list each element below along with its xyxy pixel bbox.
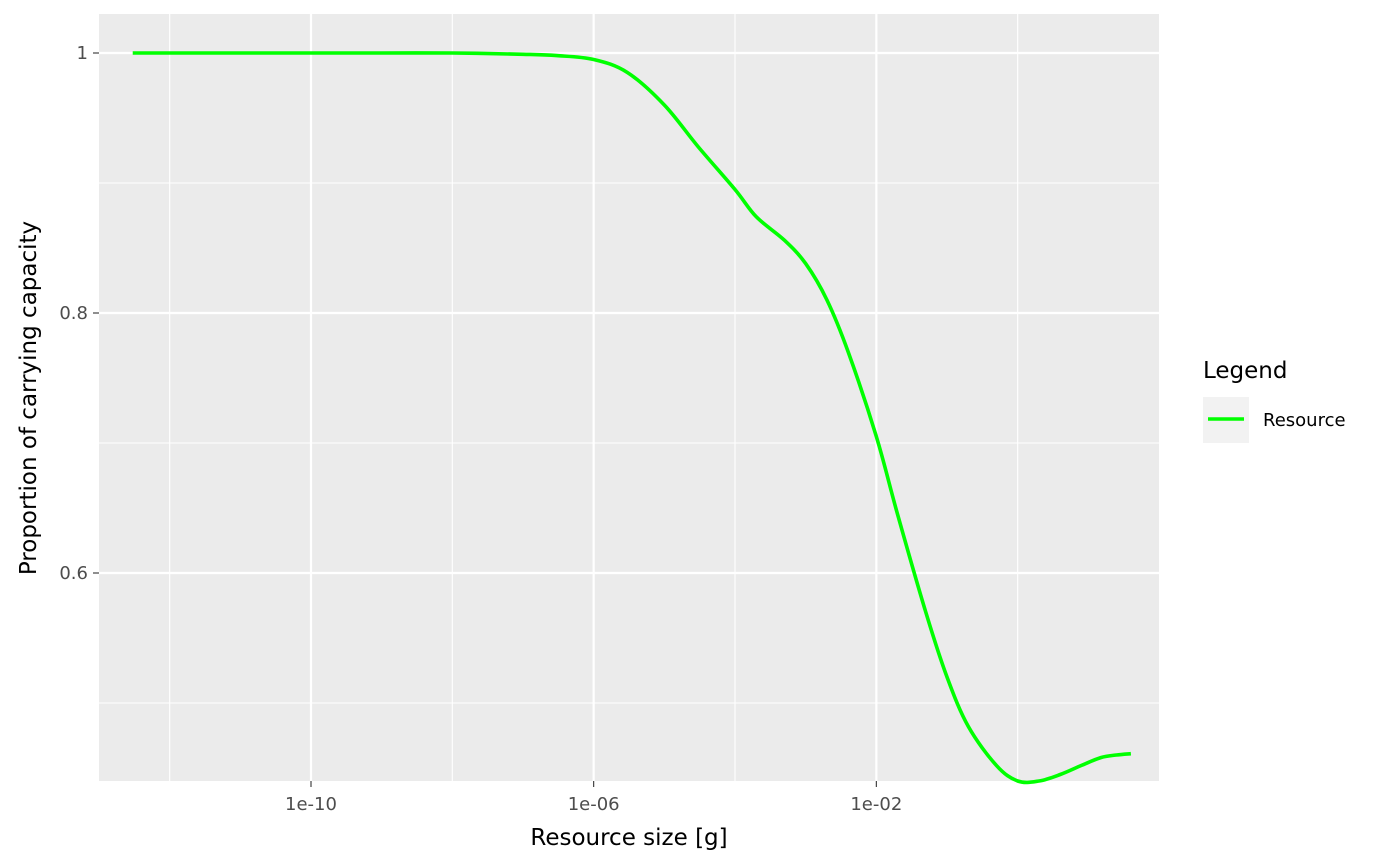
grid-minor bbox=[99, 14, 1159, 781]
x-tick-label: 1e-02 bbox=[850, 794, 902, 815]
y-tick-label: 0.8 bbox=[59, 303, 88, 324]
legend-label-resource: Resource bbox=[1263, 410, 1346, 431]
y-tick-label: 1 bbox=[77, 43, 88, 64]
y-axis-title: Proportion of carrying capacity bbox=[16, 221, 42, 575]
y-tick-label: 0.6 bbox=[59, 563, 88, 584]
x-axis-title: Resource size [g] bbox=[530, 825, 727, 851]
tick-labels: 1e-10 1e-06 1e-02 0.6 0.8 1 bbox=[59, 43, 902, 815]
series-line-resource bbox=[132, 51, 1132, 785]
series-layer bbox=[132, 51, 1132, 785]
x-tick-label: 1e-06 bbox=[568, 794, 620, 815]
x-tick-label: 1e-10 bbox=[285, 794, 337, 815]
plot-panel bbox=[99, 14, 1159, 781]
legend-title: Legend bbox=[1203, 358, 1288, 384]
legend: Legend Resource bbox=[1203, 358, 1346, 443]
axis-ticks bbox=[93, 52, 877, 787]
